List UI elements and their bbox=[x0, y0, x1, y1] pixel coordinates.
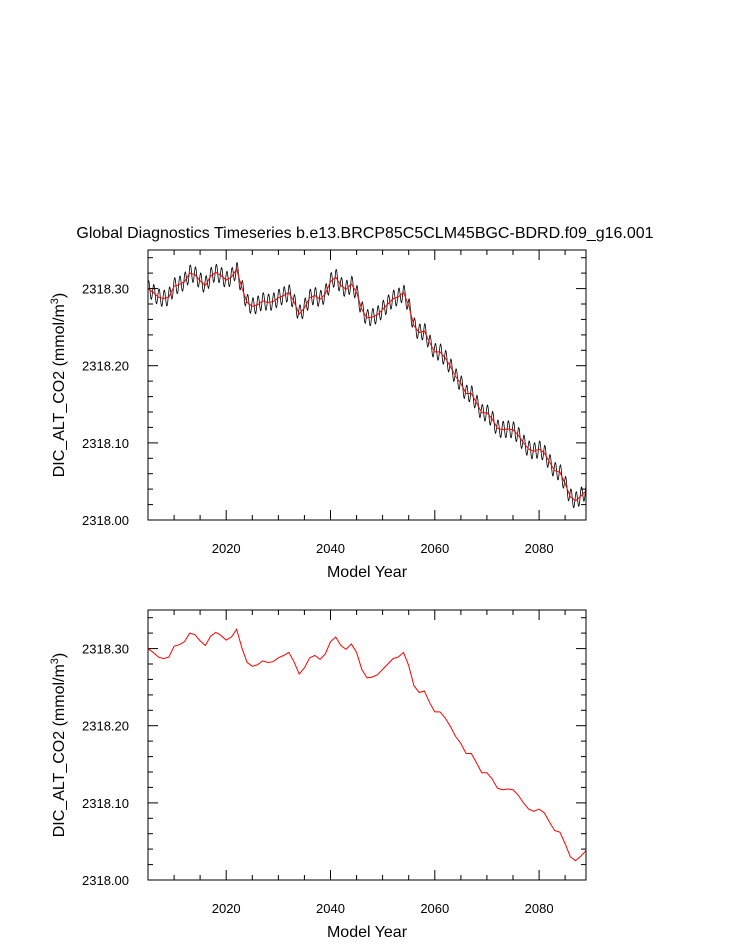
y-axis-label-close: ) bbox=[51, 293, 68, 298]
figure-title: Global Diagnostics Timeseries b.e13.BRCP… bbox=[76, 225, 653, 242]
top-panel: 2020 2040 2060 2080 2318.00 2318.10 2318.20 231… bbox=[49, 249, 587, 581]
x-tick-label: 2020 bbox=[212, 901, 241, 916]
y-axis-label-superscript: 3 bbox=[49, 658, 61, 664]
y-axis-label: DIC_ALT_CO2 (mmol/m3) bbox=[49, 653, 68, 838]
x-tick-label: 2060 bbox=[420, 901, 449, 916]
annual-series-line bbox=[148, 268, 586, 502]
y-axis-label-main: DIC_ALT_CO2 (mmol/m bbox=[51, 304, 68, 477]
y-tick-label: 2318.10 bbox=[82, 436, 129, 451]
y-axis-label-superscript: 3 bbox=[49, 298, 61, 304]
x-tick-label: 2060 bbox=[420, 541, 449, 556]
monthly-series-line bbox=[148, 261, 586, 509]
plot-frame bbox=[147, 249, 587, 521]
y-tick-label: 2318.30 bbox=[82, 642, 129, 657]
x-tick-label: 2040 bbox=[316, 901, 345, 916]
y-tick-label: 2318.20 bbox=[82, 359, 129, 374]
y-axis-label-main: DIC_ALT_CO2 (mmol/m bbox=[51, 664, 68, 837]
y-tick-label: 2318.10 bbox=[82, 796, 129, 811]
y-axis-label: DIC_ALT_CO2 (mmol/m3) bbox=[49, 293, 68, 478]
plot-frame bbox=[147, 609, 587, 881]
x-axis-label: Model Year bbox=[327, 564, 408, 581]
x-tick-label: 2040 bbox=[316, 541, 345, 556]
y-tick-label: 2318.00 bbox=[82, 513, 129, 528]
y-tick-label: 2318.20 bbox=[82, 719, 129, 734]
y-tick-label: 2318.30 bbox=[82, 282, 129, 297]
x-tick-label: 2080 bbox=[525, 901, 554, 916]
x-tick-label: 2020 bbox=[212, 541, 241, 556]
x-tick-label: 2080 bbox=[525, 541, 554, 556]
x-axis-label: Model Year bbox=[327, 924, 408, 941]
annual-series-line bbox=[148, 628, 586, 862]
y-axis-label-close: ) bbox=[51, 653, 68, 658]
y-tick-label: 2318.00 bbox=[82, 873, 129, 888]
bottom-panel: 2020 2040 2060 2080 2318.00 2318.10 2318.20 231… bbox=[49, 609, 587, 941]
